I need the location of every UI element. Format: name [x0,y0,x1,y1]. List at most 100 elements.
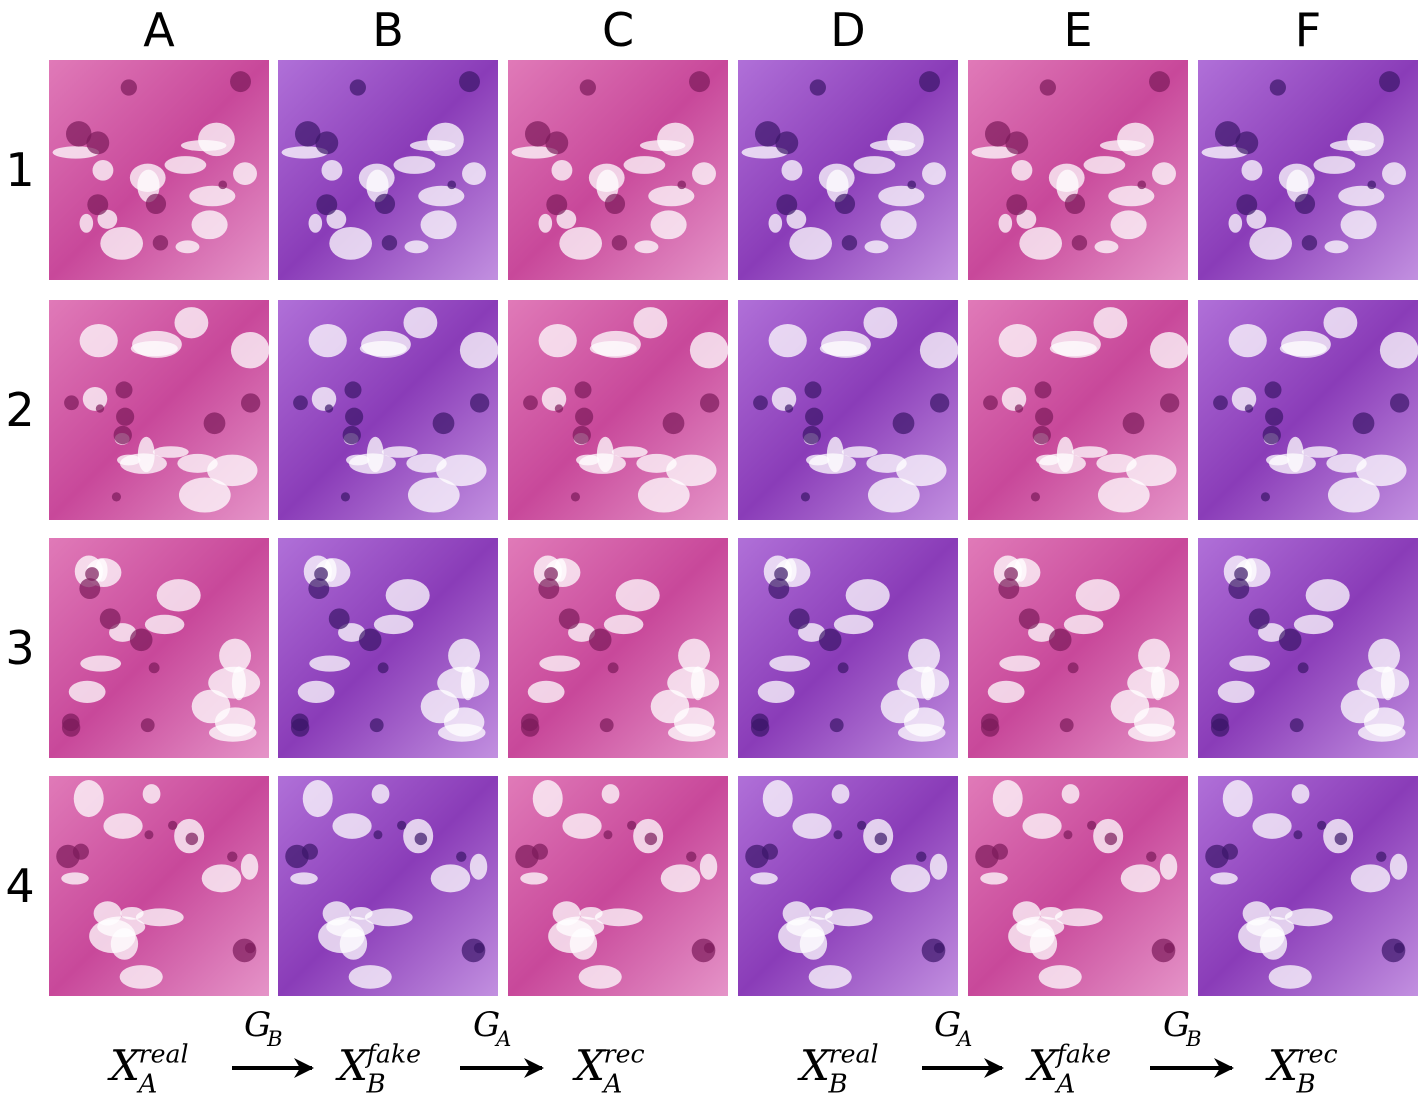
nucleus [599,718,614,733]
image-tile [49,300,270,520]
tissue-blob [781,160,803,181]
nucleus [892,412,915,435]
nucleus [833,830,843,840]
nucleus [308,578,330,600]
column-label: E [1063,3,1092,57]
nucleus [377,662,389,674]
tissue-blob [1301,446,1338,458]
tissue-blob [538,323,577,358]
tissue-blob [1210,872,1238,885]
nucleus [432,412,455,435]
image-tile [508,300,729,520]
tissue-blob [611,446,648,458]
tissue-blob [690,666,705,701]
tissue-blob [1228,323,1267,358]
tissue-blob [634,240,659,254]
math-superscript: fake [365,1039,422,1068]
tissue-blob [841,446,878,458]
tissue-blob [768,213,783,233]
nucleus [1034,381,1052,399]
nucleus [1104,832,1118,846]
tissue-blob [636,453,677,473]
nucleus [804,381,822,399]
tissue-blob [1159,853,1178,880]
nucleus [64,395,79,411]
nucleus [374,193,396,215]
tissue-blob [144,614,185,635]
math-subscript: B [266,1026,283,1051]
tissue-blob [603,614,644,635]
tissue-blob [1110,210,1147,240]
nucleus [1064,193,1086,215]
tissue-blob [80,655,122,672]
tissue-blob [361,330,411,358]
tissue-blob [281,146,329,159]
tissue-blob [1217,680,1255,703]
nucleus [874,832,888,846]
image-tile [508,776,728,996]
nucleus [1005,131,1029,155]
tissue-blob [1338,185,1385,207]
nucleus [1376,851,1387,862]
tissue-blob [808,453,856,474]
tissue-blob [1313,156,1356,174]
tissue-blob [297,680,335,703]
tissue-blob [420,210,457,240]
nucleus [544,567,558,581]
nucleus [358,628,382,652]
nucleus [919,71,940,93]
nucleus [373,830,383,840]
nucleus [984,121,1011,147]
tissue-blob [219,638,252,673]
tissue-blob [358,163,395,192]
nucleus [99,608,121,630]
tissue-blob [789,226,833,260]
tissue-blob [420,689,460,724]
tissue-blob [520,872,548,885]
nucleus [1048,628,1072,652]
tissue-blob [551,160,573,181]
tissue-blob [1340,689,1380,724]
tissue-blob [980,872,1008,885]
tissue-blob [129,163,166,192]
nucleus [998,578,1020,600]
nucleus [185,832,199,846]
nucleus [1289,718,1304,733]
math-superscript: rec [1297,1039,1338,1068]
tissue-blob [92,160,114,181]
column-label: C [602,3,634,57]
math-base: G [934,1005,961,1045]
nucleus [754,121,781,147]
math-base: X [107,1041,142,1090]
tissue-blob [887,122,924,157]
nucleus [703,942,715,954]
nucleus [689,71,710,93]
image-tile [968,300,1189,520]
tissue-blob [407,477,460,513]
tissue-blob [373,614,414,635]
tissue-blob [332,813,372,839]
nucleus [316,194,338,216]
column-label: A [143,3,175,57]
nucleus [345,407,364,426]
tissue-blob [132,330,182,358]
tissue-blob [699,853,718,880]
tissue-blob [240,853,259,880]
tissue-blob [559,226,603,260]
nucleus [1234,567,1248,581]
tissue-blob [469,853,488,880]
nucleus [152,235,169,251]
tissue-blob [1099,140,1146,152]
tissue-blob [156,579,201,612]
column-label: B [372,3,404,57]
nucleus [144,830,154,840]
tissue-blob [633,307,668,339]
nucleus [1163,942,1175,954]
nucleus [244,942,256,954]
tissue-blob [1110,689,1150,724]
math-subscript: A [137,1070,158,1097]
tissue-blob [201,864,242,893]
tissue-blob [637,477,690,513]
